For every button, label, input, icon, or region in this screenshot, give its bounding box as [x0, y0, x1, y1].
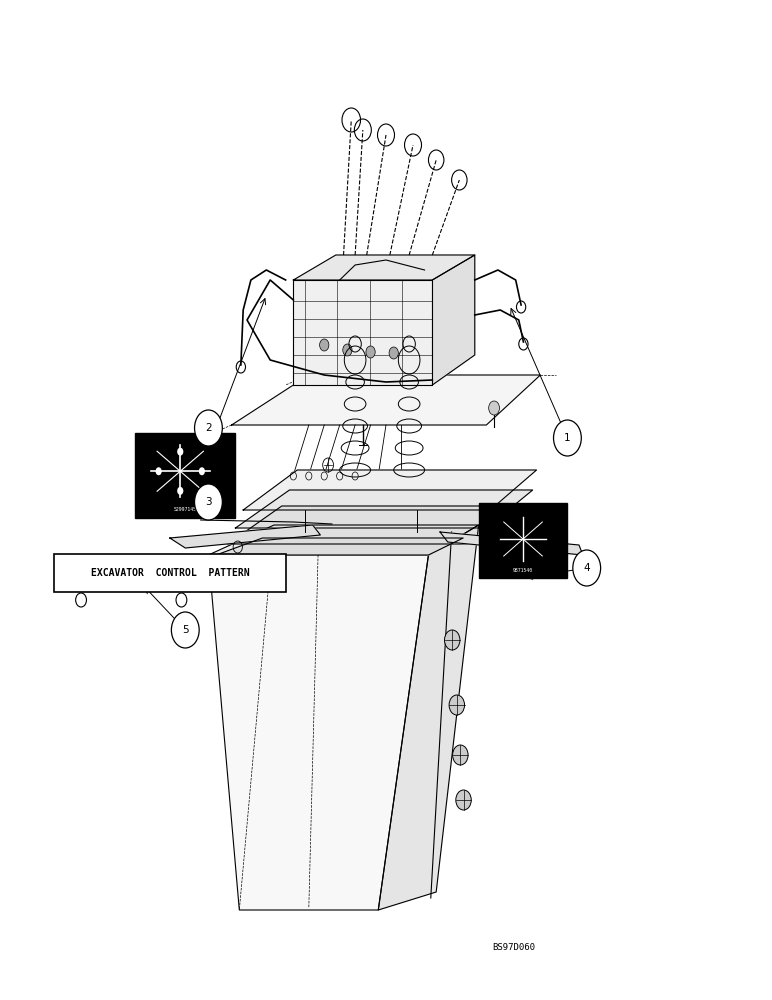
Circle shape — [320, 339, 329, 351]
Text: EXCAVATOR  CONTROL  PATTERN: EXCAVATOR CONTROL PATTERN — [90, 568, 249, 578]
Circle shape — [554, 420, 581, 456]
Polygon shape — [170, 525, 320, 548]
Text: 5: 5 — [182, 625, 188, 635]
Circle shape — [573, 550, 601, 586]
Polygon shape — [293, 255, 475, 280]
Circle shape — [449, 695, 465, 715]
Circle shape — [489, 401, 499, 415]
Circle shape — [155, 467, 161, 475]
Circle shape — [198, 467, 205, 475]
Polygon shape — [228, 506, 529, 544]
Circle shape — [177, 448, 183, 456]
Circle shape — [195, 410, 222, 446]
Circle shape — [343, 344, 352, 356]
Text: 52997145: 52997145 — [174, 507, 197, 512]
Circle shape — [171, 612, 199, 648]
Circle shape — [452, 745, 468, 765]
Polygon shape — [378, 525, 479, 910]
Text: 1: 1 — [564, 433, 571, 443]
Circle shape — [366, 346, 375, 358]
Polygon shape — [432, 255, 475, 385]
Circle shape — [455, 790, 471, 810]
Polygon shape — [232, 375, 540, 425]
FancyBboxPatch shape — [54, 554, 286, 592]
Circle shape — [195, 484, 222, 520]
Polygon shape — [235, 490, 533, 528]
Polygon shape — [208, 555, 428, 910]
Polygon shape — [208, 525, 479, 555]
Circle shape — [177, 487, 183, 495]
Bar — [479, 503, 567, 578]
Circle shape — [445, 630, 460, 650]
Text: 3: 3 — [205, 497, 212, 507]
Polygon shape — [440, 532, 583, 555]
Text: 2: 2 — [205, 423, 212, 433]
Polygon shape — [243, 470, 537, 510]
Circle shape — [389, 347, 398, 359]
Polygon shape — [293, 280, 432, 385]
Text: BS97D060: BS97D060 — [492, 944, 535, 952]
Polygon shape — [224, 555, 255, 562]
Text: 9871540: 9871540 — [513, 568, 533, 573]
Bar — [135, 433, 235, 518]
Text: 4: 4 — [584, 563, 590, 573]
Polygon shape — [216, 538, 463, 555]
